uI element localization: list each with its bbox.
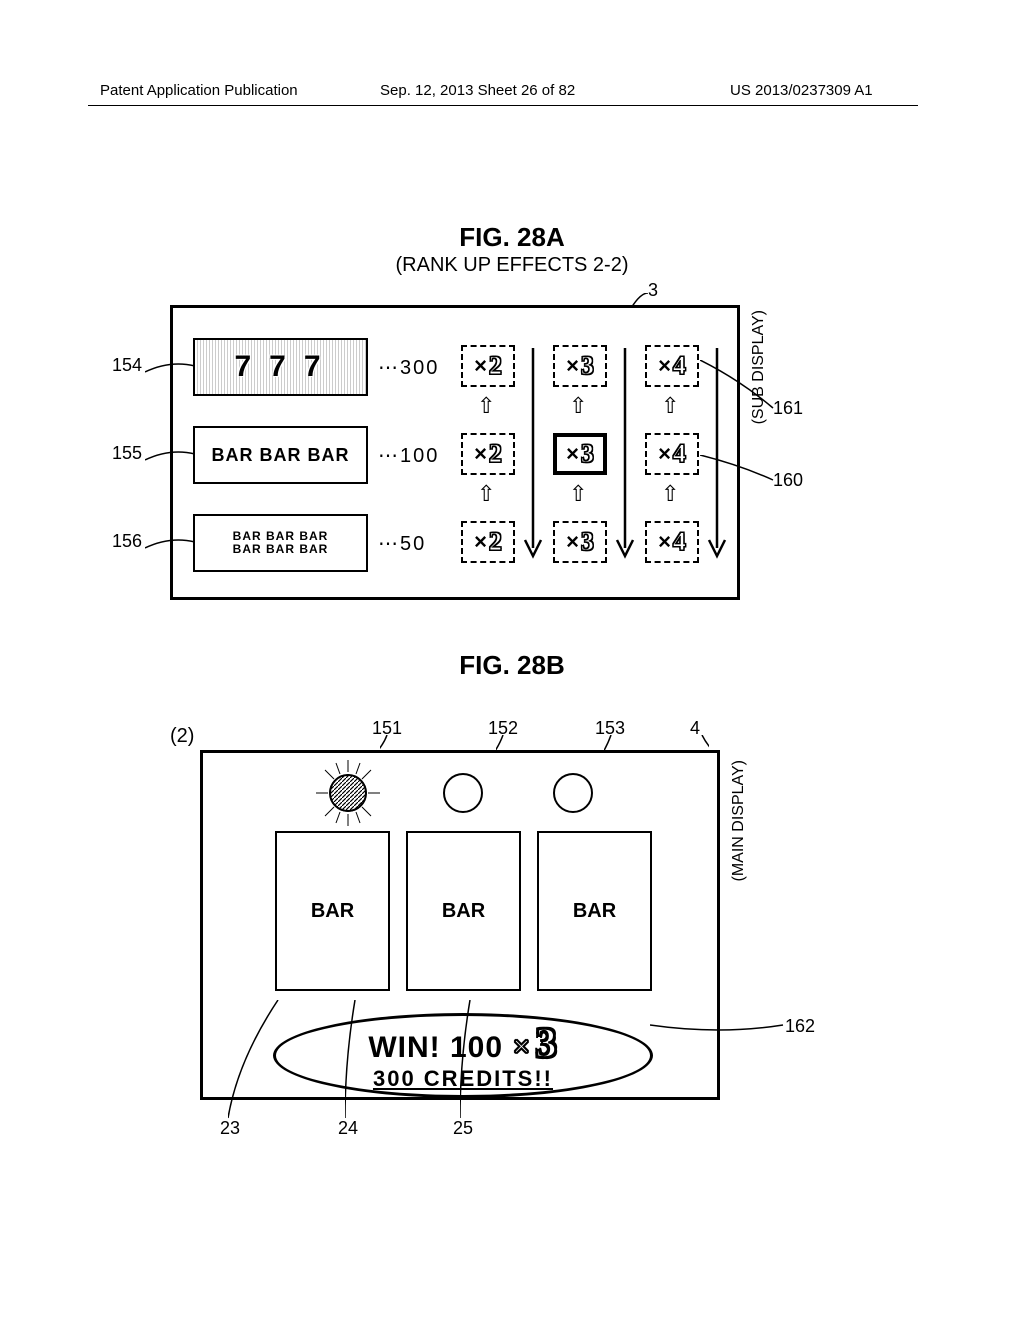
pay-value-300: ⋯300	[378, 355, 439, 380]
pay-value-50: ⋯50	[378, 531, 426, 556]
down-arrow-icon	[615, 348, 635, 568]
ref-154: 154	[112, 355, 142, 376]
header-right: US 2013/0237309 A1	[730, 82, 873, 99]
sub-display-panel: 7 7 7 ⋯300 BAR BAR BAR ⋯100 BAR BAR BARB…	[170, 305, 740, 600]
lamp-off-icon	[548, 771, 598, 821]
lamp-on-icon	[298, 758, 398, 828]
pay-symbol-barbar: BAR BAR BARBAR BAR BAR	[193, 514, 368, 572]
header-left: Patent Application Publication	[100, 82, 298, 99]
fig28a-title: FIG. 28A	[0, 222, 1024, 253]
mult-r1-x3: ×3	[553, 345, 607, 387]
arrow-up-icon: ⇧	[477, 393, 495, 419]
reel-1: BAR	[275, 831, 390, 991]
ref-156: 156	[112, 531, 142, 552]
ref-161: 161	[773, 398, 803, 419]
mult-r3-x4: ×4	[645, 521, 699, 563]
header-mid: Sep. 12, 2013 Sheet 26 of 82	[380, 82, 575, 99]
fig28a-subtitle: (RANK UP EFFECTS 2-2)	[0, 254, 1024, 277]
ref-160: 160	[773, 470, 803, 491]
down-arrow-icon	[523, 348, 543, 568]
pay-value-100: ⋯100	[378, 443, 439, 468]
reel-3: BAR	[537, 831, 652, 991]
arrow-up-icon: ⇧	[569, 393, 587, 419]
pay-row-777: 7 7 7 ⋯300	[193, 338, 439, 396]
arrow-up-icon: ⇧	[661, 481, 679, 507]
lamp-off-icon	[438, 771, 488, 821]
mult-r2-x4: ×4	[645, 433, 699, 475]
ref-162: 162	[785, 1016, 815, 1037]
pay-symbol-777: 7 7 7	[193, 338, 368, 396]
header-rule	[88, 105, 918, 106]
mult-r2-x3-selected: ×3	[553, 433, 607, 475]
leader-156	[145, 536, 195, 551]
arrow-up-icon: ⇧	[569, 481, 587, 507]
arrow-up-icon: ⇧	[477, 481, 495, 507]
leader-155	[145, 448, 195, 463]
leader-162	[650, 1020, 785, 1035]
pay-symbol-bar: BAR BAR BAR	[193, 426, 368, 484]
ref-23: 23	[220, 1118, 240, 1139]
leader-154	[145, 360, 195, 375]
leader-23	[228, 1000, 288, 1120]
pay-row-barbar: BAR BAR BARBAR BAR BAR ⋯50	[193, 514, 426, 572]
mult-r3-x3: ×3	[553, 521, 607, 563]
ref-25: 25	[453, 1118, 473, 1139]
leader-161	[700, 360, 775, 410]
mult-r1-x4: ×4	[645, 345, 699, 387]
ref-24: 24	[338, 1118, 358, 1139]
leader-24	[345, 1000, 365, 1120]
main-display-label: (MAIN DISPLAY)	[730, 760, 748, 882]
leader-160	[700, 455, 775, 485]
fig28b-title: FIG. 28B	[0, 650, 1024, 681]
arrow-up-icon: ⇧	[661, 393, 679, 419]
pay-row-bar: BAR BAR BAR ⋯100	[193, 426, 439, 484]
reel-2: BAR	[406, 831, 521, 991]
ref-155: 155	[112, 443, 142, 464]
leader-25	[460, 1000, 480, 1120]
mult-r2-x2: ×2	[461, 433, 515, 475]
mult-r1-x2: ×2	[461, 345, 515, 387]
mult-r3-x2: ×2	[461, 521, 515, 563]
fig28b-step: (2)	[170, 725, 194, 748]
